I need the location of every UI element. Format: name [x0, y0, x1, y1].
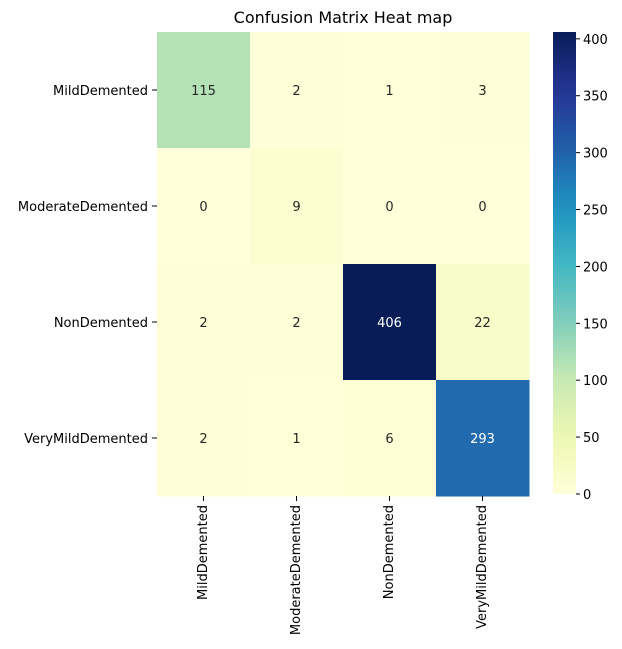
heatmap-cell-nondemented-nondemented: [343, 264, 437, 381]
cell-value-label: 115: [191, 84, 216, 99]
cell-value-label: 2: [199, 316, 207, 331]
x-axis: MildDemented ModerateDemented NonDemented V…: [196, 496, 490, 635]
cell-value-label: 2: [292, 316, 300, 331]
colorbar-tick-label: 50: [583, 431, 600, 446]
y-tick-label-milddemented: MildDemented: [53, 84, 148, 99]
colorbar-tick-label: 350: [583, 90, 608, 105]
colorbar-tick-label: 400: [583, 33, 608, 48]
heatmap-cell-milddemented-milddemented: [157, 32, 251, 149]
y-axis: MildDemented ModerateDemented NonDemented V…: [18, 84, 157, 447]
cell-value-label: 0: [478, 200, 486, 215]
cell-value-label: 6: [385, 432, 393, 447]
cell-value-label: 406: [377, 316, 402, 331]
colorbar: 0 50 100 150 200 250 300 350 400: [553, 32, 608, 503]
heatmap-grid: 115 2 1 30 9 0 02 2 406 222 1 6 293: [157, 32, 530, 497]
heatmap-cell-moderatedemented-nondemented: [343, 148, 437, 265]
colorbar-gradient: [553, 32, 576, 494]
heatmap-cell-nondemented-verymilddemented: [436, 264, 530, 381]
cell-value-label: 293: [470, 432, 495, 447]
heatmap-cell-milddemented-nondemented: [343, 32, 437, 149]
x-tick-label-nondemented: NonDemented: [382, 505, 397, 599]
heatmap-cell-nondemented-moderatedemented: [250, 264, 344, 381]
heatmap-cell-nondemented-milddemented: [157, 264, 251, 381]
colorbar-tick-label: 100: [583, 374, 608, 389]
heatmap-cell-verymilddemented-nondemented: [343, 380, 437, 497]
chart-title: Confusion Matrix Heat map: [234, 8, 453, 27]
cell-value-label: 0: [385, 200, 393, 215]
heatmap-cell-moderatedemented-moderatedemented: [250, 148, 344, 265]
colorbar-tick-label: 300: [583, 147, 608, 162]
heatmap-cell-verymilddemented-moderatedemented: [250, 380, 344, 497]
heatmap-cell-verymilddemented-milddemented: [157, 380, 251, 497]
heatmap-cell-moderatedemented-milddemented: [157, 148, 251, 265]
heatmap-cell-verymilddemented-verymilddemented: [436, 380, 530, 497]
heatmap-cell-moderatedemented-verymilddemented: [436, 148, 530, 265]
heatmap-cell-milddemented-moderatedemented: [250, 32, 344, 149]
y-tick-label-verymilddemented: VeryMildDemented: [24, 432, 148, 447]
cell-value-label: 0: [199, 200, 207, 215]
cell-value-label: 22: [474, 316, 491, 331]
x-tick-label-verymilddemented: VeryMildDemented: [475, 505, 490, 629]
cell-value-label: 2: [292, 84, 300, 99]
cell-value-label: 9: [292, 200, 300, 215]
y-tick-label-moderatedemented: ModerateDemented: [18, 200, 148, 215]
cell-value-label: 1: [385, 84, 393, 99]
colorbar-tick-label: 150: [583, 317, 608, 332]
heatmap-cell-milddemented-verymilddemented: [436, 32, 530, 149]
cell-value-label: 3: [478, 84, 486, 99]
colorbar-tick-label: 200: [583, 260, 608, 275]
cell-value-label: 1: [292, 432, 300, 447]
x-tick-label-milddemented: MildDemented: [196, 505, 211, 600]
cell-value-label: 2: [199, 432, 207, 447]
colorbar-tick-label: 0: [583, 488, 591, 503]
y-tick-label-nondemented: NonDemented: [54, 316, 148, 331]
colorbar-tick-label: 250: [583, 204, 608, 219]
x-tick-label-moderatedemented: ModerateDemented: [289, 505, 304, 635]
